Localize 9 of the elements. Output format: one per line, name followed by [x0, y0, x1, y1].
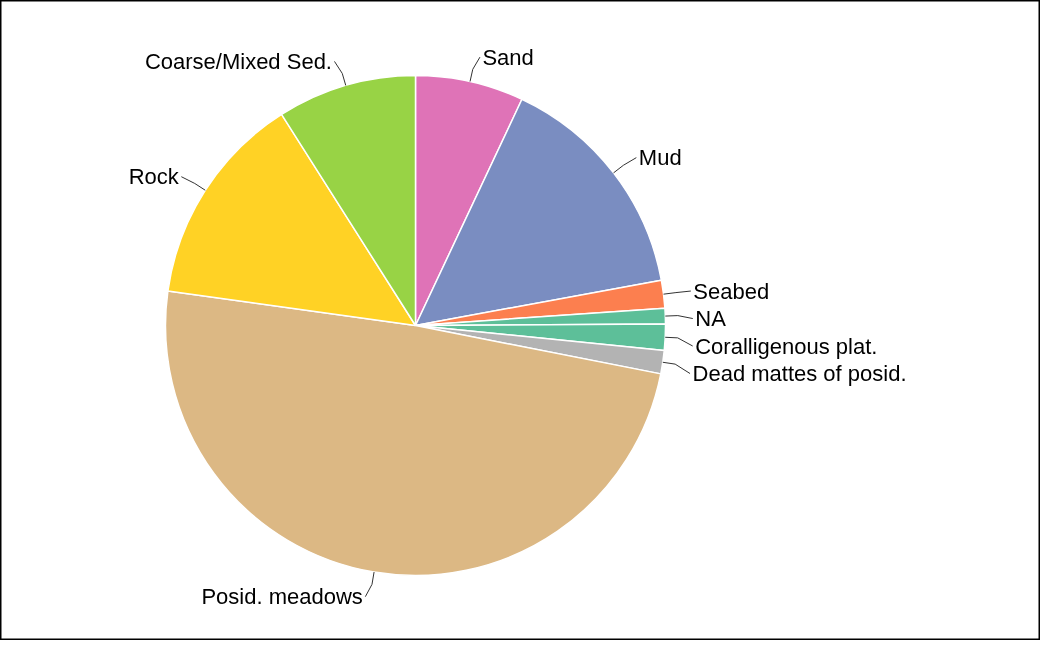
slice-label: Dead mattes of posid.: [692, 361, 907, 387]
slice-label: Seabed: [693, 278, 770, 304]
slice-label: Sand: [482, 44, 534, 70]
slice-label: Coralligenous plat.: [695, 333, 878, 359]
slice-label: Mud: [638, 145, 682, 171]
slice-label: NA: [695, 306, 727, 332]
slice-label: Rock: [128, 164, 180, 190]
slice-label: Coarse/Mixed Sed.: [144, 48, 332, 74]
slice-label: Posid. meadows: [201, 584, 363, 610]
